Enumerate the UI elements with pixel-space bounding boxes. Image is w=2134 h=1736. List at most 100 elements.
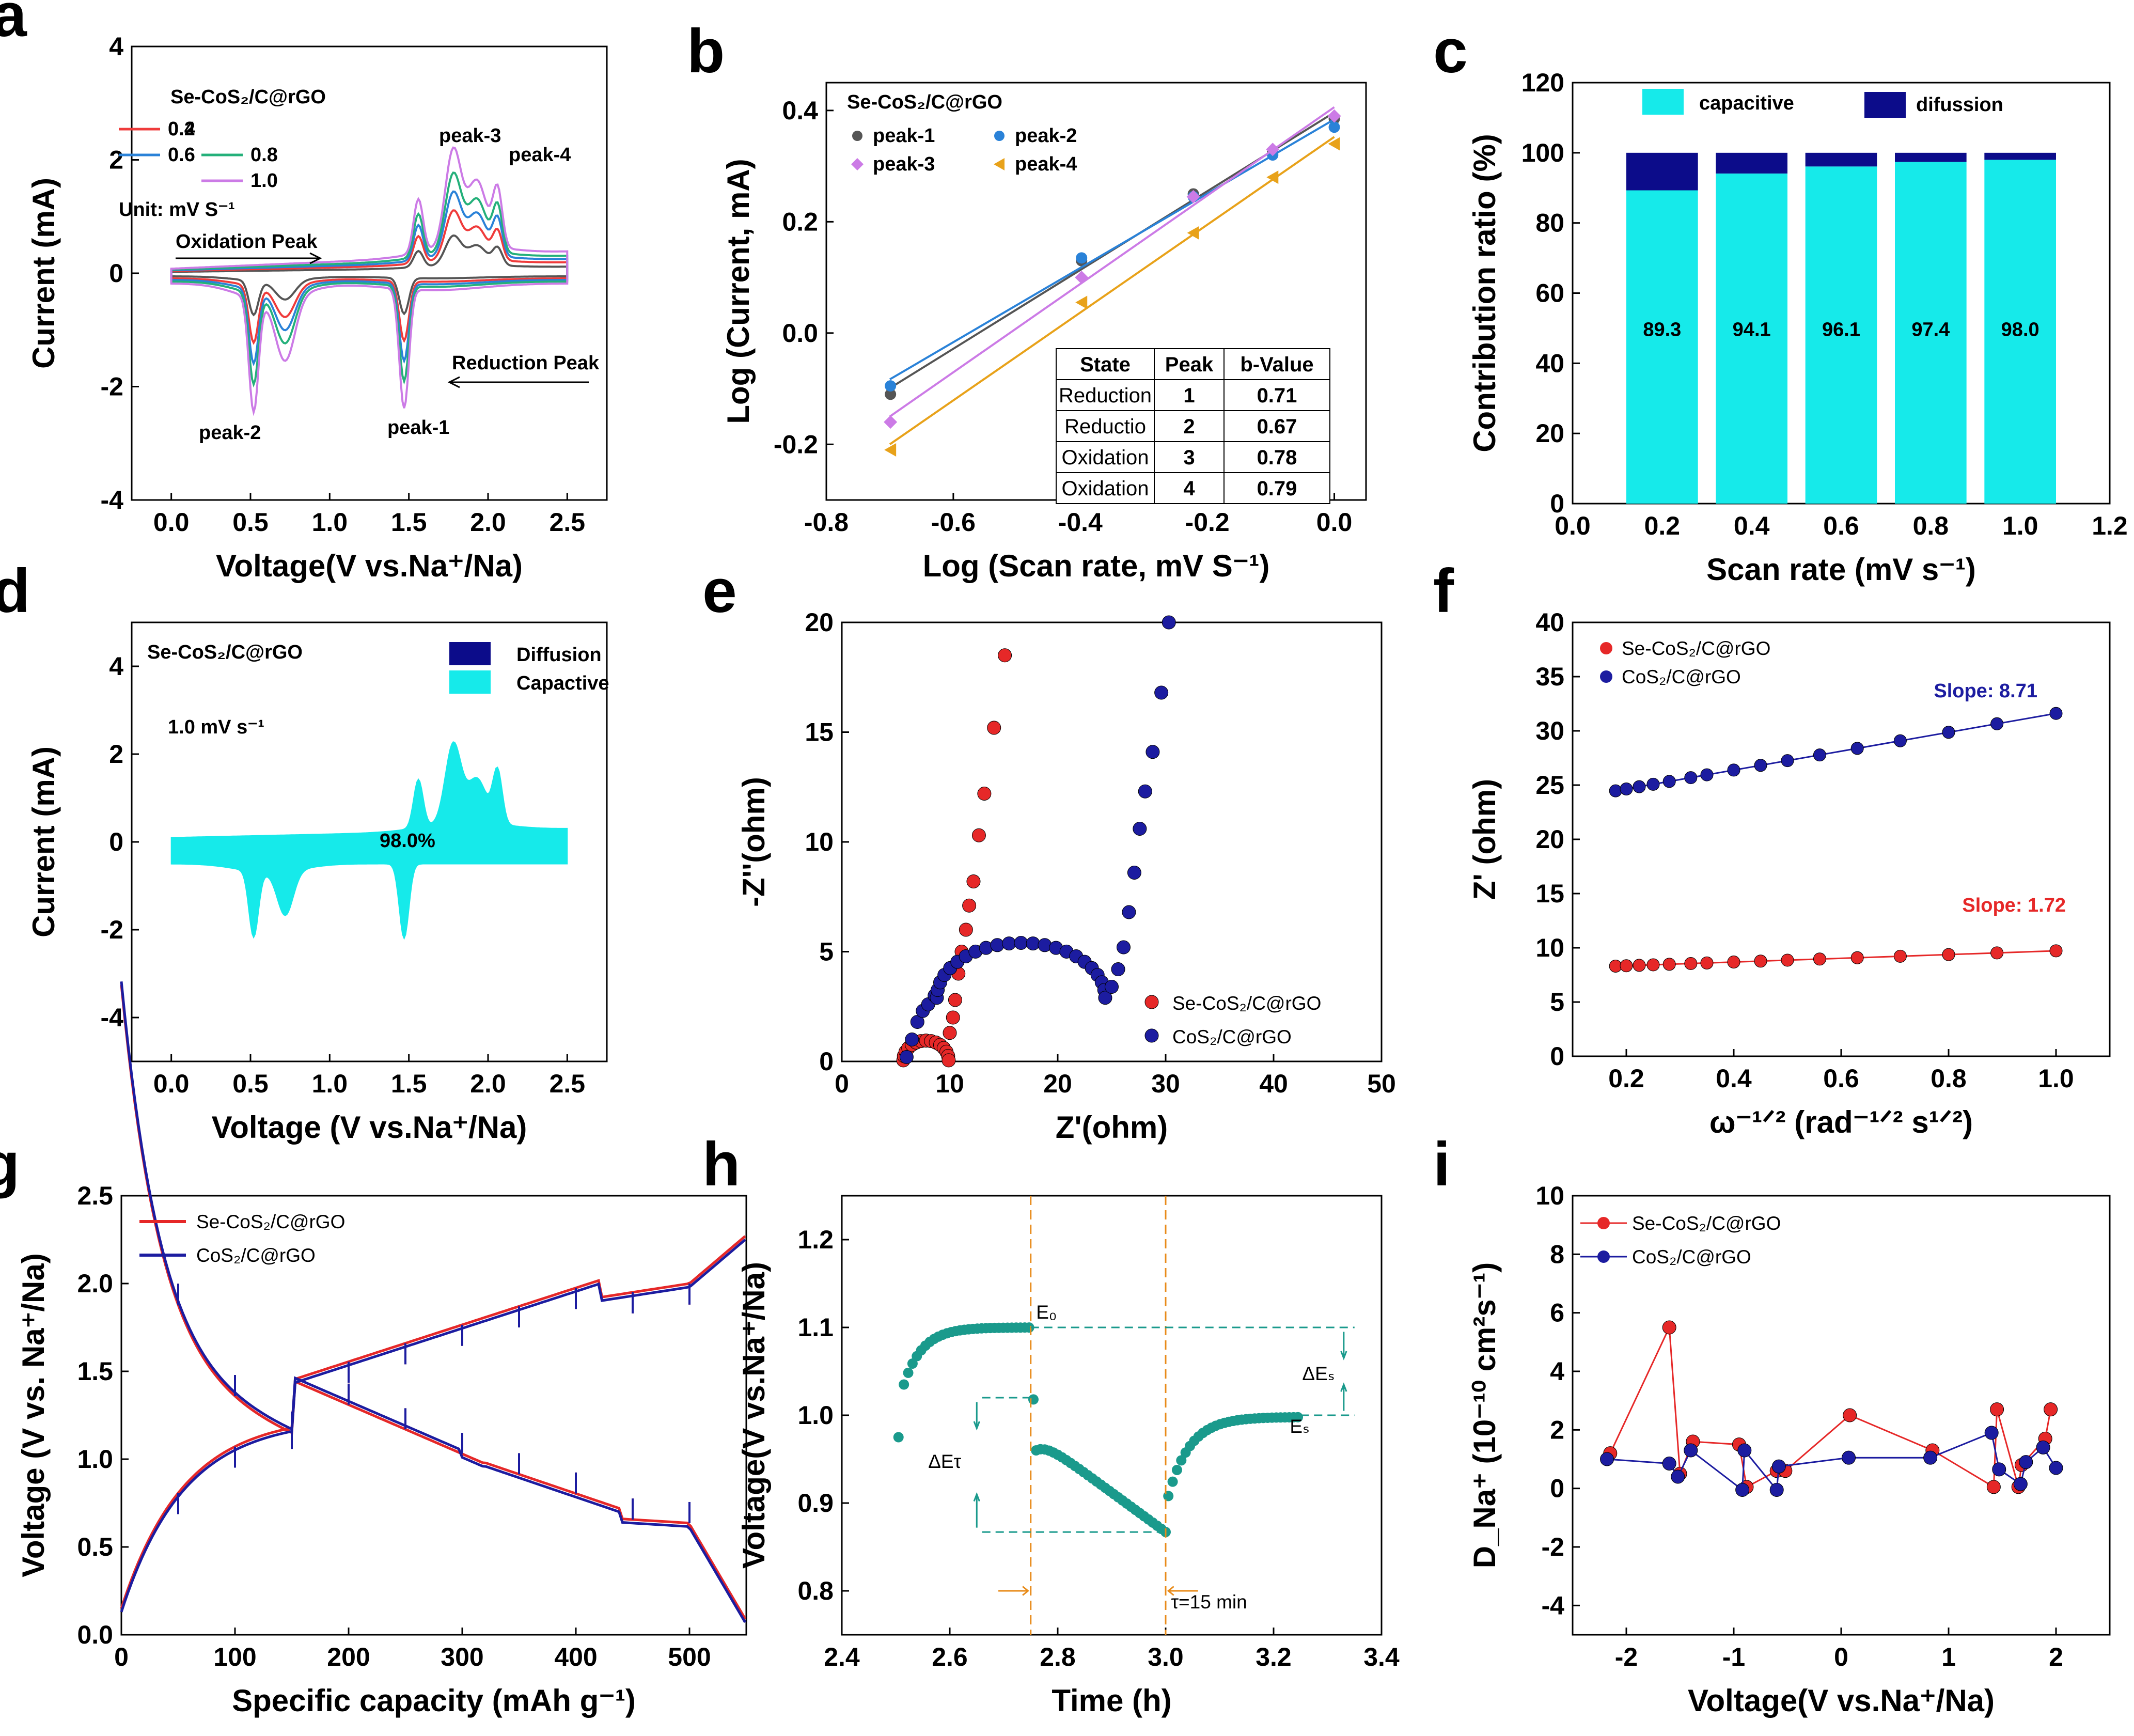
panel-label: g [0, 1130, 20, 1199]
cv-curve-1.0 [170, 146, 569, 416]
x-tick-label: 10 [935, 1069, 964, 1098]
data-point [1754, 759, 1767, 772]
y-tick-label: -2 [101, 372, 123, 401]
data-point-se [946, 1010, 960, 1025]
table-cell [1154, 348, 1225, 380]
data-point [1813, 748, 1826, 762]
y-axis-label: Voltage(V vs.Na⁺/Na) [736, 1262, 771, 1569]
data-point-se [959, 922, 973, 937]
x-tick-label: 500 [668, 1643, 711, 1671]
panel-c: 0.0 0.2 0.4 0.6 0.8 1.0 1.2 0 20 40 60 80 100 120 Scan… [1433, 17, 2128, 587]
data-point [1327, 109, 1341, 123]
data-point [1171, 1464, 1182, 1475]
legend-label: Se-CoS₂/C@rGO [1632, 1213, 1781, 1234]
x-tick-label: 0.0 [1316, 508, 1353, 537]
data-point [2049, 1461, 2063, 1475]
data-point [1328, 137, 1340, 151]
series-line [1607, 1431, 2057, 1492]
data-point [1893, 734, 1907, 747]
x-tick-label: 0.6 [1823, 511, 1859, 540]
table-cell [1056, 472, 1155, 504]
percentage-label: 98.0% [380, 830, 435, 852]
y-axis-label: Log (Current, mA) [721, 159, 756, 424]
legend-label: peak-4 [1015, 153, 1077, 175]
x-tick-label: 100 [213, 1643, 256, 1671]
y-tick-label: 100 [1521, 138, 1564, 167]
y-tick-label: 10 [805, 827, 834, 856]
y-tick-label: 0 [819, 1047, 834, 1076]
data-point [884, 443, 897, 457]
x-tick-label: 30 [1151, 1069, 1180, 1098]
data-point-se [948, 993, 962, 1007]
x-tick-label: 0.5 [232, 1069, 269, 1098]
table-value: 0.71 [1257, 384, 1297, 407]
data-point [1633, 780, 1646, 793]
data-point [1769, 1483, 1784, 1497]
data-point-co [905, 1033, 919, 1046]
y-tick-label: 4 [109, 32, 123, 61]
data-point [1942, 948, 1955, 961]
data-point [1662, 1457, 1676, 1471]
data-point [884, 415, 898, 429]
x-tick-label: 0.8 [1931, 1064, 1967, 1093]
arrow-right-icon [998, 1586, 1029, 1596]
data-point [1684, 771, 1698, 785]
legend-swatch [1864, 92, 1906, 118]
y-tick-label: 0 [1550, 489, 1564, 518]
data-point [2049, 707, 2063, 720]
scan-rate-label: 1.0 mV s⁻¹ [168, 716, 264, 738]
y-tick-label: 2.0 [77, 1269, 113, 1298]
data-point [1024, 1322, 1034, 1333]
y-tick-label: 0 [109, 827, 123, 856]
data-point-co [1154, 685, 1169, 700]
x-tick-label: 2.6 [932, 1643, 968, 1671]
y-tick-label: 10 [1535, 933, 1564, 962]
legend-swatch [449, 642, 491, 665]
y-tick-label: 80 [1535, 209, 1564, 238]
bar-value-label: 96.1 [1822, 319, 1860, 340]
data-point [899, 1379, 909, 1390]
x-tick-label: 2.0 [470, 1069, 506, 1098]
legend-label: 0.6 [168, 144, 195, 166]
x-tick-label: 200 [327, 1643, 370, 1671]
legend-swatch [1642, 89, 1684, 115]
data-point [1727, 956, 1740, 969]
peak-label: peak-3 [439, 125, 501, 147]
y-tick-label: 0.0 [77, 1620, 113, 1649]
data-point [1737, 1443, 1752, 1458]
x-tick-label: 50 [1367, 1069, 1396, 1098]
b-value-table: State Peak b-Value Reduction 1 0.71 Reductio 2 0… [1056, 348, 1330, 504]
y-tick-label: 0 [1550, 1474, 1564, 1503]
y-tick-label: 120 [1521, 68, 1564, 97]
x-tick-label: -0.8 [804, 508, 849, 537]
table-value: 3 [1183, 446, 1195, 469]
y-tick-label: -0.2 [774, 430, 818, 459]
y-tick-label: 0.8 [797, 1576, 834, 1605]
data-point [903, 1367, 914, 1378]
data-point [1754, 955, 1767, 968]
table-value: 1 [1183, 384, 1195, 407]
data-point-co [990, 938, 1005, 952]
y-tick-label: 40 [1535, 608, 1564, 637]
arrow-up-icon [973, 1492, 980, 1528]
data-point [2036, 1440, 2050, 1455]
data-point-se [942, 1053, 956, 1068]
legend-marker [851, 158, 864, 170]
bar-value-label: 89.3 [1643, 319, 1681, 340]
legend-marker [1600, 642, 1612, 654]
data-point-se [971, 828, 986, 842]
data-point-co [1122, 905, 1136, 919]
x-tick-label: 300 [441, 1643, 483, 1671]
x-tick-label: -2 [1615, 1643, 1638, 1671]
table-value: Oxidation [1062, 477, 1149, 500]
charge-curve [120, 1239, 746, 1613]
legend-marker [1600, 670, 1612, 683]
y-axis-label: Current (mA) [26, 746, 61, 937]
x-axis-label: Voltage(V vs.Na⁺/Na) [216, 549, 523, 583]
data-point [1646, 958, 1660, 972]
x-tick-label: -0.6 [931, 508, 976, 537]
bar-difussion [1716, 152, 1787, 174]
discharge-curve [120, 981, 746, 1623]
peak-label: peak-4 [509, 144, 571, 166]
y-tick-label: 0.5 [77, 1532, 113, 1561]
